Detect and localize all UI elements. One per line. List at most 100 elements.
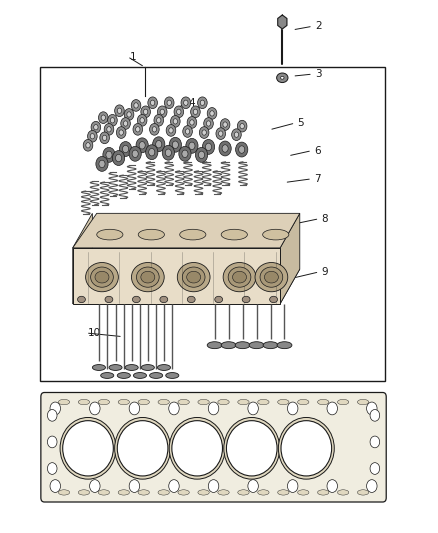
Circle shape <box>104 124 114 135</box>
Ellipse shape <box>357 490 369 495</box>
Circle shape <box>198 151 205 159</box>
Circle shape <box>154 115 163 126</box>
Ellipse shape <box>263 229 289 240</box>
Circle shape <box>189 142 195 150</box>
Ellipse shape <box>117 373 131 378</box>
Circle shape <box>136 127 140 132</box>
Ellipse shape <box>187 296 195 303</box>
Circle shape <box>162 146 174 160</box>
Text: 1: 1 <box>130 52 136 61</box>
Circle shape <box>160 109 164 115</box>
Circle shape <box>127 112 131 117</box>
Ellipse shape <box>337 490 349 495</box>
Ellipse shape <box>131 263 164 292</box>
Circle shape <box>50 402 60 415</box>
Circle shape <box>174 106 184 118</box>
Ellipse shape <box>318 399 329 405</box>
Ellipse shape <box>297 490 309 495</box>
Circle shape <box>234 132 239 138</box>
Text: 9: 9 <box>321 267 328 277</box>
Ellipse shape <box>357 399 369 405</box>
Polygon shape <box>73 269 300 304</box>
Ellipse shape <box>158 490 170 495</box>
Circle shape <box>191 106 200 118</box>
Circle shape <box>129 147 141 161</box>
Circle shape <box>173 119 177 124</box>
Ellipse shape <box>281 76 284 79</box>
Circle shape <box>138 115 147 126</box>
Ellipse shape <box>157 365 170 370</box>
Ellipse shape <box>215 296 223 303</box>
Ellipse shape <box>118 399 130 405</box>
Bar <box>40 67 385 381</box>
Circle shape <box>172 141 178 149</box>
Ellipse shape <box>97 229 123 240</box>
Circle shape <box>327 402 338 415</box>
Ellipse shape <box>98 399 110 405</box>
Ellipse shape <box>270 296 278 303</box>
Ellipse shape <box>218 490 229 495</box>
Circle shape <box>222 145 228 152</box>
Ellipse shape <box>118 490 130 495</box>
Circle shape <box>91 122 101 133</box>
Circle shape <box>206 121 211 126</box>
Ellipse shape <box>281 421 332 476</box>
Circle shape <box>232 129 241 141</box>
Text: 2: 2 <box>315 21 321 31</box>
Circle shape <box>182 150 188 158</box>
Ellipse shape <box>224 417 280 479</box>
Ellipse shape <box>115 417 170 479</box>
Ellipse shape <box>221 342 236 349</box>
Circle shape <box>100 132 110 144</box>
Ellipse shape <box>138 490 149 495</box>
Ellipse shape <box>297 399 309 405</box>
Ellipse shape <box>223 263 256 292</box>
Ellipse shape <box>198 399 209 405</box>
Circle shape <box>207 108 217 119</box>
Ellipse shape <box>141 271 155 283</box>
Ellipse shape <box>318 490 329 495</box>
Ellipse shape <box>150 373 162 378</box>
Ellipse shape <box>265 271 279 283</box>
Circle shape <box>47 463 57 474</box>
Ellipse shape <box>238 490 249 495</box>
Text: 8: 8 <box>321 214 328 224</box>
Ellipse shape <box>169 417 225 479</box>
Circle shape <box>248 480 258 492</box>
Text: 6: 6 <box>314 146 321 156</box>
Ellipse shape <box>255 263 288 292</box>
Circle shape <box>131 100 141 111</box>
Circle shape <box>90 480 100 492</box>
Ellipse shape <box>235 342 250 349</box>
Ellipse shape <box>177 263 210 292</box>
Ellipse shape <box>138 399 149 405</box>
Circle shape <box>134 103 138 108</box>
Circle shape <box>204 118 213 130</box>
Polygon shape <box>73 213 300 248</box>
Ellipse shape <box>337 399 349 405</box>
Text: 10: 10 <box>88 328 101 338</box>
Text: 3: 3 <box>315 69 321 79</box>
Text: 4: 4 <box>188 98 195 108</box>
Circle shape <box>155 141 162 148</box>
Ellipse shape <box>238 399 249 405</box>
Circle shape <box>99 160 105 167</box>
Polygon shape <box>73 248 280 304</box>
Ellipse shape <box>63 421 113 476</box>
Circle shape <box>139 142 145 149</box>
Circle shape <box>83 140 93 151</box>
Circle shape <box>150 124 159 135</box>
Circle shape <box>237 120 247 132</box>
Circle shape <box>124 121 128 126</box>
Circle shape <box>199 127 209 139</box>
Circle shape <box>327 480 338 492</box>
Circle shape <box>90 134 95 139</box>
Ellipse shape <box>278 490 289 495</box>
Ellipse shape <box>132 296 140 303</box>
Ellipse shape <box>85 263 118 292</box>
Circle shape <box>208 480 219 492</box>
Circle shape <box>165 149 171 157</box>
Polygon shape <box>73 213 92 304</box>
Ellipse shape <box>101 373 114 378</box>
Circle shape <box>113 151 125 165</box>
